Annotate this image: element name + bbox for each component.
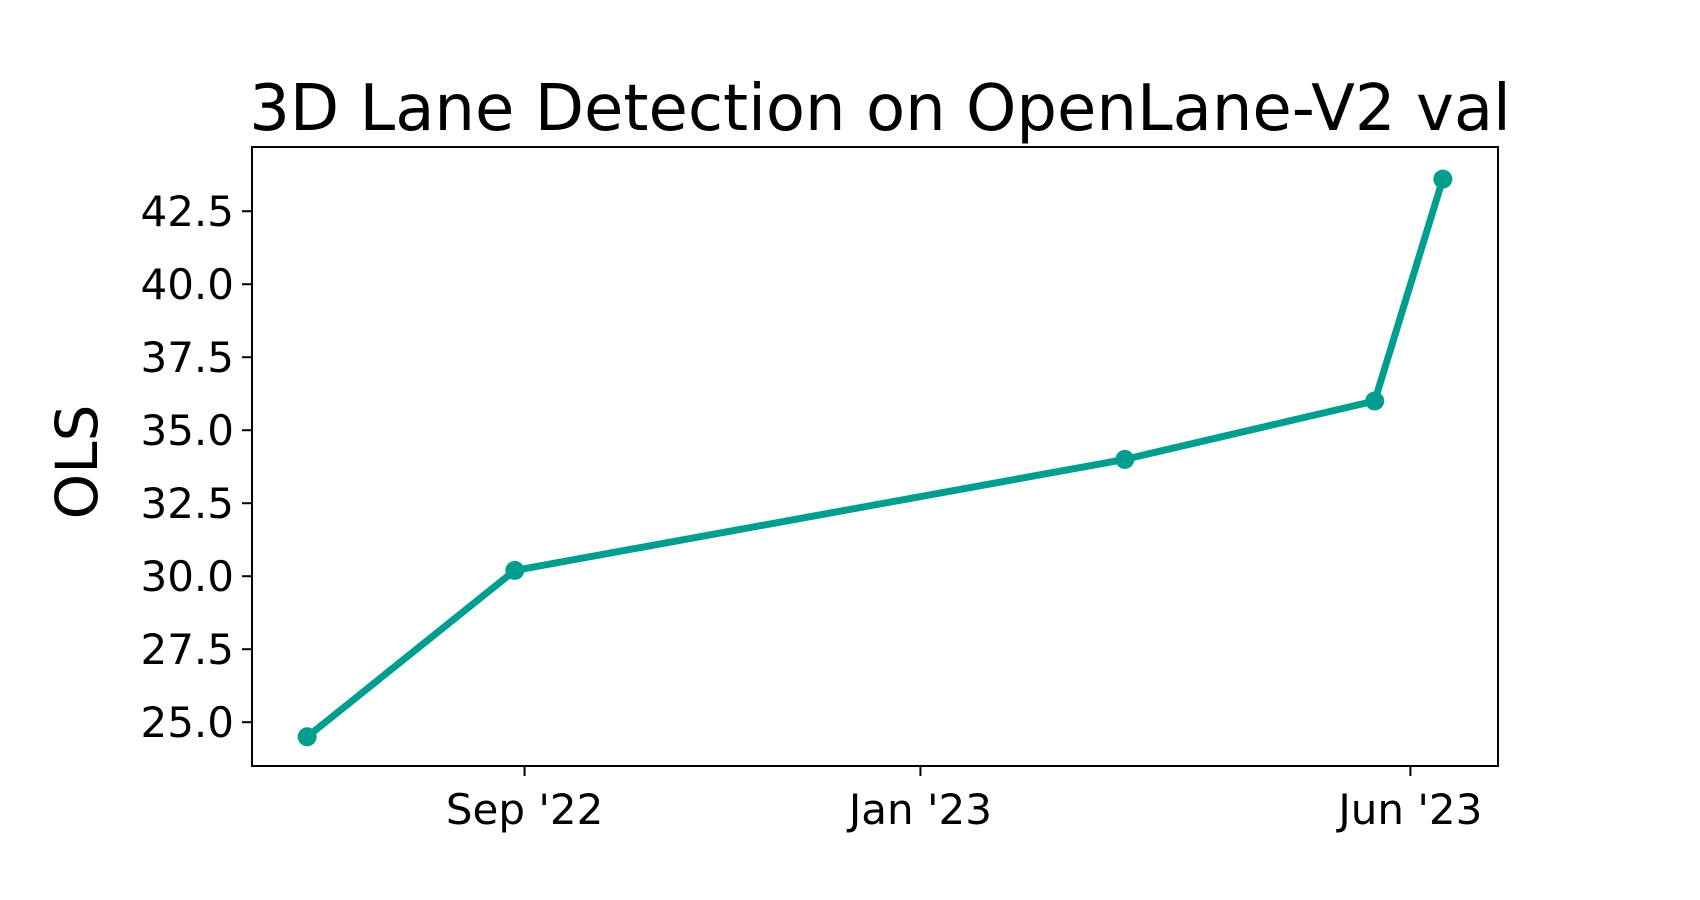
y-axis-label: OLS [43,405,111,520]
x-axis: Sep '22 Jan '23 Jun '23 [446,766,1482,834]
data-point [1433,169,1453,189]
y-tick-label: 32.5 [140,479,234,528]
chart-title: 3D Lane Detection on OpenLane-V2 val [249,72,1511,146]
data-point [297,727,317,747]
y-tick-label: 25.0 [140,698,234,747]
y-tick-label: 40.0 [140,260,234,309]
data-point [1115,449,1135,469]
y-tick-label: 42.5 [140,187,234,236]
series-line [303,175,1447,741]
y-tick-label: 35.0 [140,406,234,455]
plot-frame [251,146,1499,767]
y-tick-label: 27.5 [140,625,234,674]
y-tick-label: 30.0 [140,552,234,601]
y-tick-label: 37.5 [140,333,234,382]
data-point [1365,391,1385,411]
data-point [505,560,525,580]
x-tick-label: Jan '23 [846,785,992,834]
x-tick-label: Jun '23 [1335,785,1482,834]
y-axis: 25.0 27.5 30.0 32.5 35.0 37.5 40.0 42.5 [140,187,252,747]
series-layer [297,169,1453,747]
x-tick-label: Sep '22 [446,785,604,834]
